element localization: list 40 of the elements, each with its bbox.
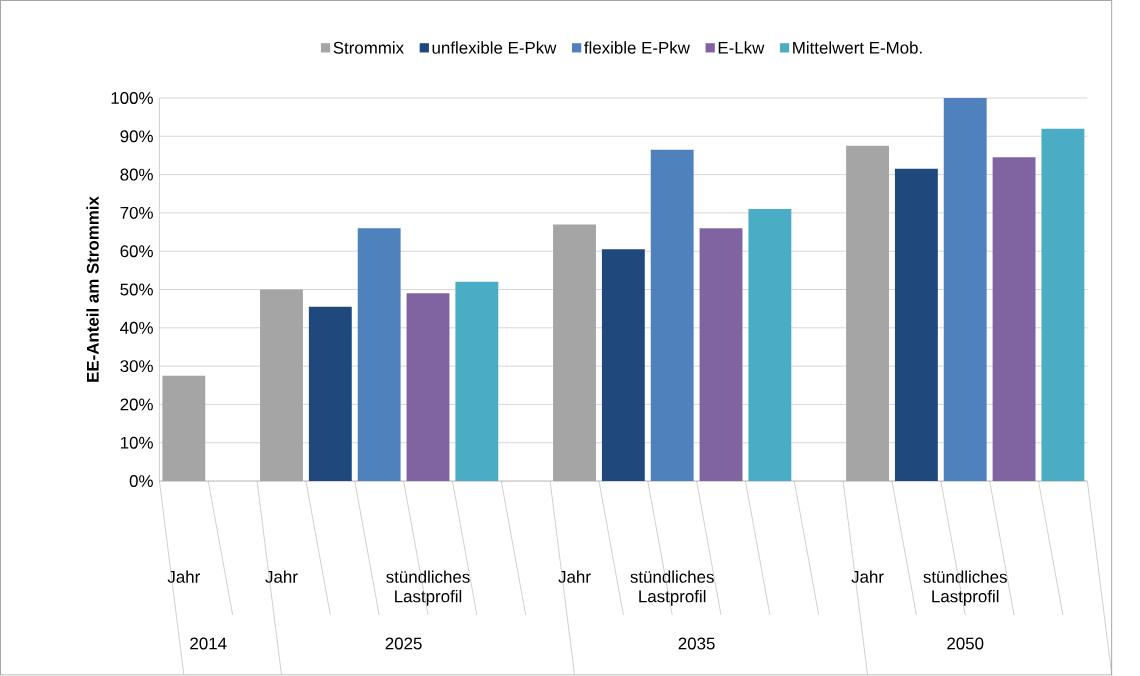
bar: [894, 169, 938, 482]
bar: [650, 149, 694, 482]
x-tick-label: Jahr: [851, 570, 884, 584]
y-tick-label: 70%: [120, 207, 153, 220]
bar: [1041, 128, 1085, 482]
bar: [406, 293, 450, 482]
bar: [992, 157, 1036, 482]
text: 2050: [947, 637, 984, 650]
legend-label: unflexible E-Pkw: [432, 41, 557, 54]
legend-label: flexible E-Pkw: [584, 41, 690, 54]
y-axis-title: EE-Anteil am Strommix: [86, 196, 99, 383]
x-tick-label: stündliches Lastprofil: [630, 570, 714, 606]
legend-label: Mittelwert E-Mob.: [793, 41, 922, 54]
bar: [601, 249, 645, 482]
bar: [943, 98, 987, 482]
y-tick-label: 0%: [129, 475, 153, 488]
y-tick-label: 90%: [120, 130, 153, 143]
y-tick-label: 10%: [120, 436, 153, 449]
x-tick-label: stündliches Lastprofil: [923, 570, 1007, 606]
x-tick-label: stündliches Lastprofil: [386, 570, 470, 606]
y-tick-label: 40%: [120, 322, 153, 335]
bar: [308, 306, 352, 482]
bar: [748, 209, 792, 482]
text: 2014: [190, 637, 227, 650]
text: 2025: [385, 637, 422, 650]
y-tick-label: 60%: [120, 245, 153, 258]
y-tick-label: 30%: [120, 360, 153, 373]
y-tick-label: 80%: [120, 168, 153, 181]
legend-label: E-Lkw: [718, 41, 765, 54]
bar: [699, 228, 743, 482]
legend-label: Strommix: [333, 41, 404, 54]
x-tick-label: Jahr: [265, 570, 298, 584]
y-tick-label: 20%: [120, 398, 153, 411]
bar: [455, 282, 499, 482]
bar: [357, 228, 401, 482]
x-tick-label: Jahr: [558, 570, 591, 584]
y-tick-label: 50%: [120, 283, 153, 296]
x-tick-label: Jahr: [167, 570, 200, 584]
y-tick-label: 100%: [111, 92, 153, 105]
text: 2035: [678, 637, 715, 650]
